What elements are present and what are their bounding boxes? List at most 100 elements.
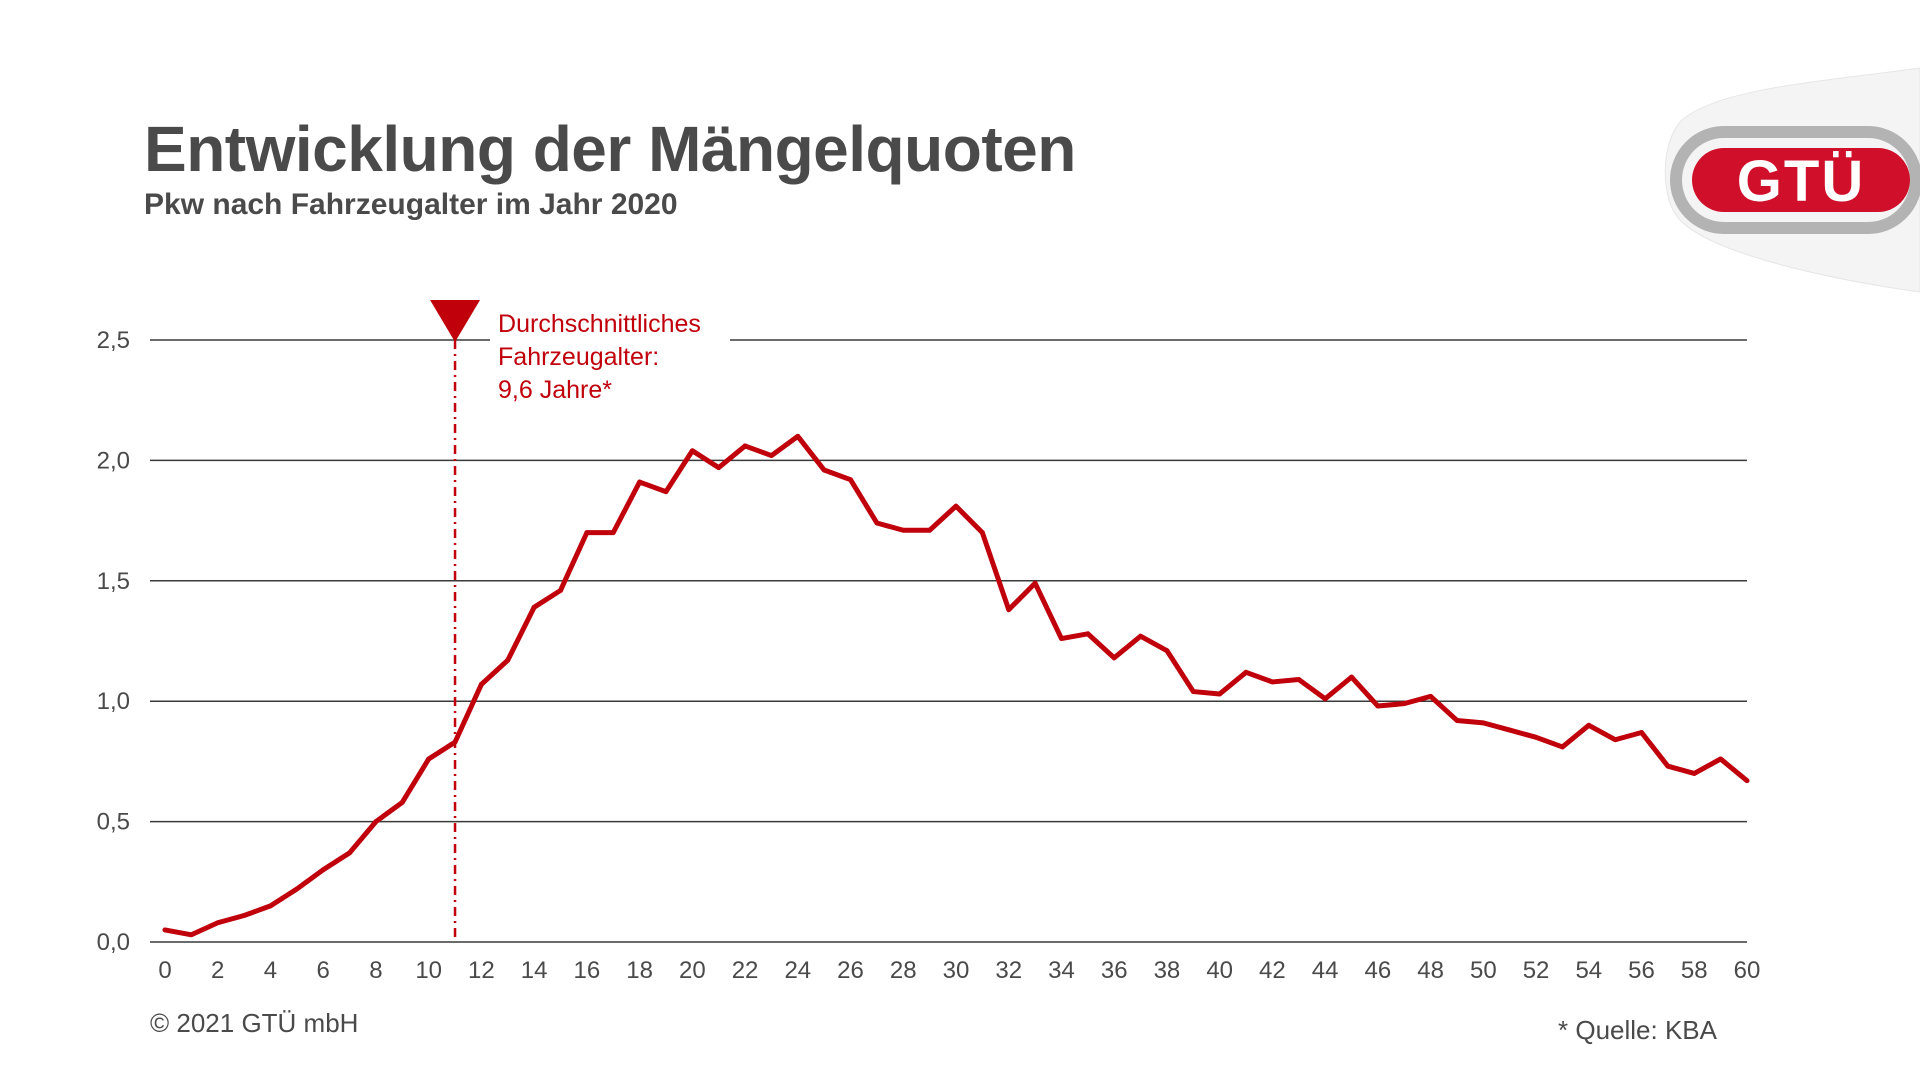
data-point bbox=[347, 850, 352, 856]
data-point bbox=[373, 819, 379, 824]
logo-plate bbox=[1692, 148, 1910, 212]
x-tick-label: 56 bbox=[1628, 957, 1655, 984]
data-point bbox=[663, 489, 669, 495]
x-tick-label: 10 bbox=[415, 957, 442, 984]
page-subtitle: Pkw nach Fahrzeugalter im Jahr 2020 bbox=[144, 188, 678, 221]
logo-text: GTÜ bbox=[1737, 149, 1865, 214]
data-point bbox=[1164, 648, 1170, 654]
data-point bbox=[1111, 655, 1117, 661]
data-point bbox=[1428, 693, 1433, 699]
x-tick-label: 60 bbox=[1734, 957, 1761, 984]
x-tick-label: 0 bbox=[158, 957, 171, 984]
data-point bbox=[505, 657, 511, 663]
data-point bbox=[689, 448, 695, 454]
x-tick-label: 2 bbox=[211, 957, 224, 984]
average-age-annotation: Durchschnittliches Fahrzeugalter: 9,6 Jahr… bbox=[430, 300, 731, 942]
data-point bbox=[1454, 718, 1460, 723]
x-tick-label: 54 bbox=[1575, 957, 1602, 984]
x-tick-label: 22 bbox=[732, 957, 759, 984]
data-point bbox=[874, 520, 880, 526]
series-layer bbox=[162, 433, 1750, 938]
y-tick-label: 1,0 bbox=[97, 688, 130, 715]
data-point bbox=[1349, 674, 1354, 680]
data-point bbox=[1480, 720, 1486, 726]
x-tick-label: 32 bbox=[995, 957, 1022, 984]
x-tick-label: 40 bbox=[1206, 957, 1233, 984]
data-point bbox=[1401, 701, 1407, 707]
data-point bbox=[1190, 689, 1196, 694]
data-point bbox=[1270, 679, 1275, 685]
data-point bbox=[1586, 722, 1592, 728]
data-point bbox=[1243, 669, 1249, 675]
y-tick-label: 2,5 bbox=[97, 327, 130, 354]
data-point bbox=[769, 453, 774, 458]
x-axis-ticks: 0 2 4 6 8 10 12 14 16 18 20 22 24 26 28 30 32 34 36 38 40 42 4… bbox=[158, 957, 1760, 984]
data-point bbox=[1085, 631, 1091, 637]
data-point bbox=[1322, 696, 1328, 702]
data-point bbox=[294, 886, 300, 892]
annotation-backdrop bbox=[490, 305, 731, 417]
x-tick-label: 46 bbox=[1365, 957, 1392, 984]
page-title: Entwicklung der Mängelquoten bbox=[144, 113, 1076, 185]
data-point bbox=[610, 530, 616, 536]
data-point bbox=[1217, 691, 1223, 697]
copyright-note: © 2021 GTÜ mbH bbox=[150, 1008, 359, 1038]
data-point bbox=[531, 604, 537, 610]
y-tick-label: 0,0 bbox=[97, 929, 130, 956]
data-point bbox=[399, 799, 405, 805]
data-point bbox=[795, 433, 801, 439]
data-point bbox=[1665, 763, 1671, 769]
data-point bbox=[188, 932, 194, 938]
x-tick-label: 44 bbox=[1312, 957, 1339, 984]
annotation-text: Durchschnittliches bbox=[498, 310, 701, 338]
data-point bbox=[584, 530, 590, 536]
data-point bbox=[979, 530, 985, 536]
y-tick-label: 2,0 bbox=[97, 447, 130, 474]
data-point bbox=[452, 739, 458, 745]
data-point bbox=[426, 756, 432, 762]
data-point bbox=[927, 527, 933, 533]
x-tick-label: 8 bbox=[369, 957, 382, 984]
data-point bbox=[1138, 633, 1143, 639]
data-point bbox=[1612, 737, 1618, 743]
x-tick-label: 52 bbox=[1523, 957, 1550, 984]
x-tick-label: 4 bbox=[264, 957, 277, 984]
data-point bbox=[1375, 703, 1381, 709]
data-point bbox=[1744, 778, 1750, 784]
data-point bbox=[1718, 756, 1724, 762]
y-tick-label: 0,5 bbox=[97, 809, 130, 836]
data-point bbox=[1533, 734, 1539, 740]
data-point bbox=[162, 927, 168, 933]
marker-triangle-icon bbox=[430, 300, 481, 342]
data-point bbox=[268, 903, 273, 909]
data-point bbox=[215, 920, 221, 926]
x-tick-label: 38 bbox=[1154, 957, 1181, 984]
x-tick-label: 20 bbox=[679, 957, 706, 984]
y-axis-ticks: 0,0 0,5 1,0 1,5 2,0 2,5 bbox=[97, 327, 130, 956]
x-tick-label: 36 bbox=[1101, 957, 1128, 984]
x-tick-label: 18 bbox=[626, 957, 653, 984]
x-tick-label: 34 bbox=[1048, 957, 1075, 984]
data-point bbox=[1691, 771, 1697, 776]
source-note: * Quelle: KBA bbox=[1558, 1015, 1717, 1045]
y-tick-label: 1,5 bbox=[97, 568, 130, 595]
data-point bbox=[1032, 580, 1038, 586]
data-point bbox=[953, 503, 959, 509]
data-point bbox=[821, 467, 827, 473]
logo-ring bbox=[1670, 126, 1920, 234]
x-tick-label: 26 bbox=[837, 957, 864, 984]
data-point bbox=[479, 681, 484, 687]
x-tick-label: 50 bbox=[1470, 957, 1497, 984]
x-tick-label: 24 bbox=[784, 957, 811, 984]
x-tick-label: 48 bbox=[1417, 957, 1444, 984]
x-tick-label: 14 bbox=[521, 957, 548, 984]
x-tick-label: 6 bbox=[317, 957, 330, 984]
data-point bbox=[1006, 607, 1012, 613]
data-point bbox=[742, 443, 748, 449]
data-point bbox=[716, 465, 722, 471]
data-point bbox=[637, 479, 642, 485]
annotation-text: 9,6 Jahre* bbox=[498, 376, 612, 404]
data-point bbox=[1507, 727, 1513, 733]
data-point bbox=[320, 867, 326, 873]
